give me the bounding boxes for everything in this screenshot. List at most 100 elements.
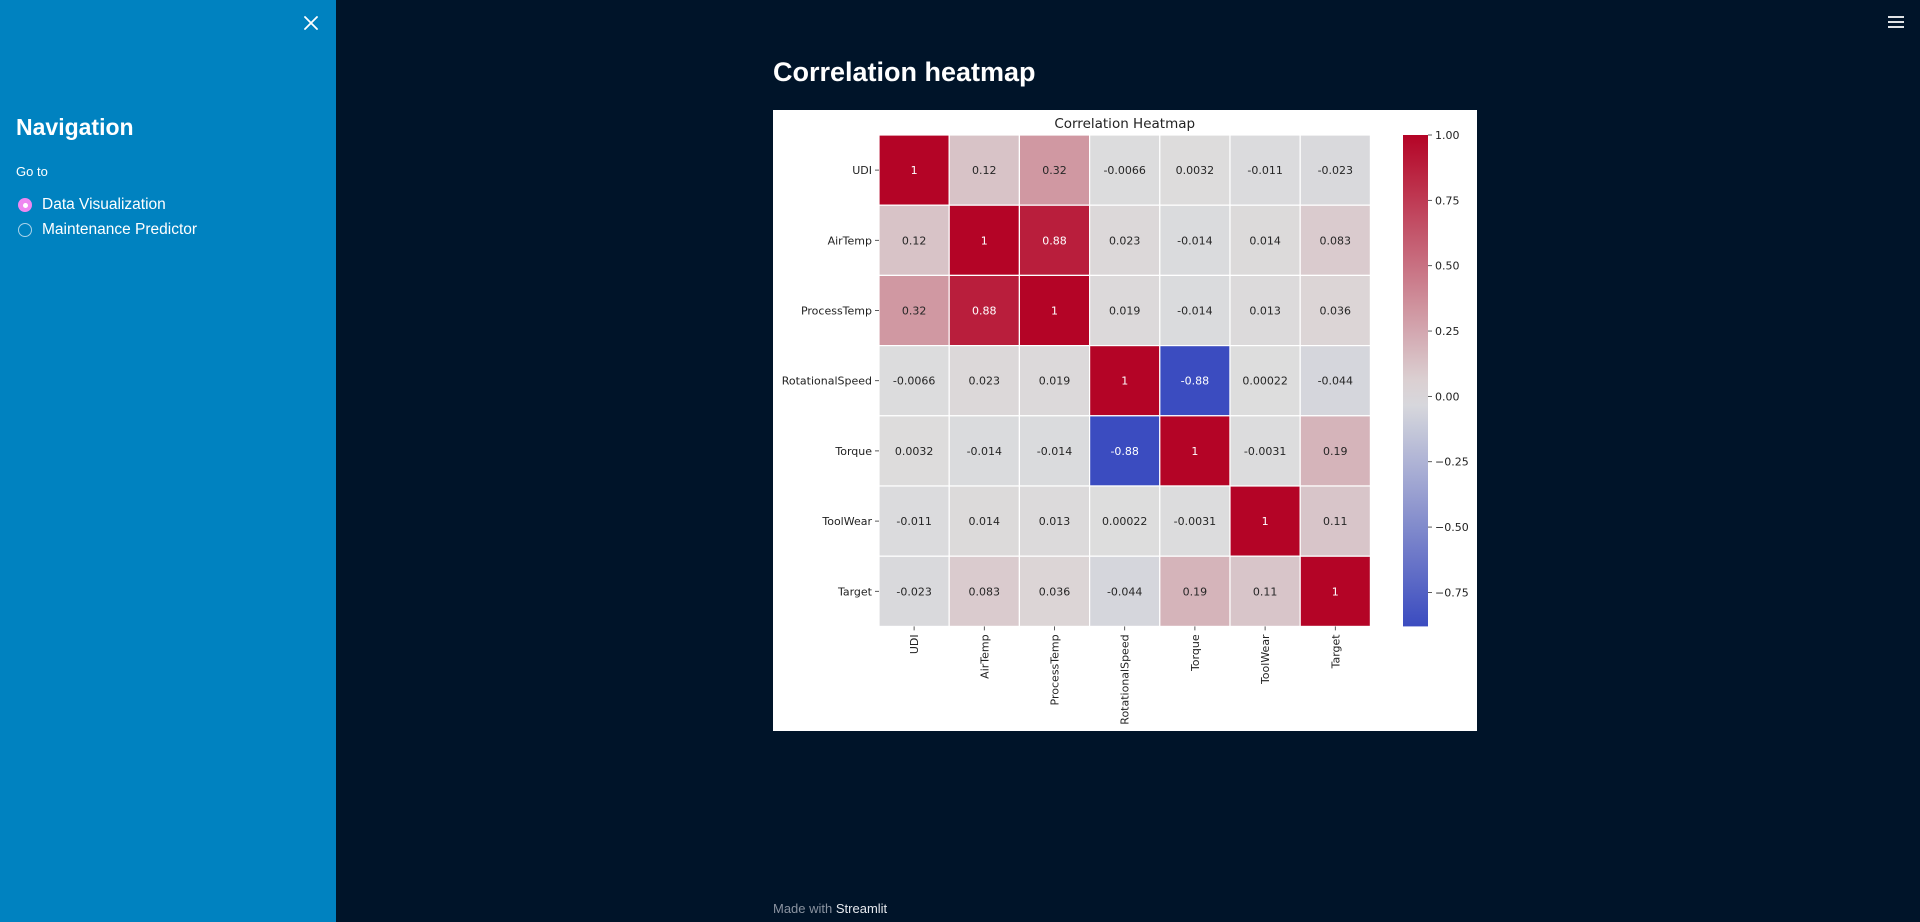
heatmap-cell	[1299, 345, 1372, 417]
radio-option-maintenance-predictor[interactable]: Maintenance Predictor	[18, 219, 197, 241]
cell-annotation: 0.00022	[1102, 515, 1148, 528]
y-tick-label: Target	[837, 585, 873, 598]
heatmap-cell	[1159, 274, 1231, 347]
colorbar-tick-label: 0.25	[1435, 325, 1460, 338]
radio-option-data-visualization[interactable]: Data Visualization	[18, 194, 166, 216]
cell-annotation: 1	[1262, 515, 1269, 528]
cell-annotation: -0.014	[1177, 305, 1212, 318]
colorbar-tick-label: 0.00	[1435, 390, 1460, 403]
close-sidebar-button[interactable]	[298, 10, 324, 36]
cell-annotation: -0.0031	[1174, 515, 1216, 528]
cell-annotation: 0.023	[1109, 234, 1141, 247]
cell-annotation: 0.023	[969, 375, 1001, 388]
heatmap-cell	[948, 274, 1020, 347]
sidebar: Navigation Go to Data Visualization Main…	[0, 0, 336, 922]
cell-annotation: 0.019	[1109, 305, 1141, 318]
cell-annotation: -0.0031	[1244, 445, 1286, 458]
x-tick-label: ProcessTemp	[1049, 634, 1062, 705]
x-tick-label: ToolWear	[1259, 634, 1272, 685]
page-title: Correlation heatmap	[773, 57, 1036, 87]
cell-annotation: 0.00022	[1242, 375, 1288, 388]
x-tick-label: UDI	[908, 634, 921, 654]
cell-annotation: 0.014	[969, 515, 1001, 528]
heatmap-cell	[1018, 555, 1091, 628]
heatmap-cell	[1299, 274, 1372, 347]
cell-annotation: -0.014	[1177, 234, 1212, 247]
cell-annotation: -0.023	[896, 585, 931, 598]
cell-annotation: -0.88	[1110, 445, 1138, 458]
radio-unselected-icon[interactable]	[18, 223, 32, 237]
cell-annotation: 1	[981, 234, 988, 247]
hamburger-menu-icon	[1888, 16, 1904, 28]
cell-annotation: -0.88	[1181, 375, 1209, 388]
heatmap-cell	[878, 485, 950, 557]
cell-annotation: -0.011	[896, 515, 931, 528]
heatmap-cell	[1159, 485, 1231, 557]
x-tick-label: RotationalSpeed	[1119, 634, 1132, 724]
heatmap-cell	[1299, 204, 1372, 276]
cell-annotation: 0.19	[1323, 445, 1348, 458]
heatmap-cell	[1089, 345, 1161, 417]
cell-annotation: 0.12	[902, 234, 927, 247]
cell-annotation: 0.11	[1323, 515, 1348, 528]
radio-group-label: Go to	[16, 164, 48, 179]
x-tick-label: Torque	[1189, 634, 1202, 672]
cell-annotation: -0.023	[1318, 164, 1353, 177]
heatmap-cell	[878, 134, 950, 206]
cell-annotation: 1	[1332, 585, 1339, 598]
colorbar-tick-label: −0.25	[1435, 456, 1469, 469]
heatmap-cell	[1159, 204, 1231, 276]
heatmap-cell	[1159, 555, 1231, 628]
x-tick-label: Target	[1329, 634, 1342, 670]
sidebar-title: Navigation	[16, 114, 134, 140]
footer: Made with Streamlit	[773, 901, 887, 916]
heatmap-cell	[1018, 134, 1091, 206]
heatmap-cell	[1018, 415, 1091, 487]
colorbar-tick-label: −0.50	[1435, 521, 1469, 534]
heatmap-cell	[1299, 485, 1372, 557]
heatmap-cell	[1229, 274, 1301, 347]
heatmap-cell	[948, 134, 1020, 206]
cell-annotation: 0.32	[902, 305, 927, 318]
cell-annotation: 1	[1121, 375, 1128, 388]
heatmap-cell	[1229, 345, 1301, 417]
cell-annotation: 0.013	[1249, 305, 1281, 318]
cell-annotation: -0.044	[1107, 585, 1142, 598]
heatmap-cell	[878, 555, 950, 628]
cell-annotation: -0.0066	[893, 375, 935, 388]
heatmap-cell	[1299, 555, 1372, 628]
y-tick-label: ProcessTemp	[801, 305, 872, 318]
streamlit-link[interactable]: Streamlit	[835, 901, 888, 916]
colorbar	[1403, 135, 1428, 627]
cell-annotation: -0.014	[1037, 445, 1072, 458]
heatmap-cell	[1018, 274, 1091, 347]
cell-annotation: -0.011	[1247, 164, 1282, 177]
cell-annotation: 0.88	[972, 305, 997, 318]
y-tick-label: UDI	[852, 164, 872, 177]
heatmap-cell	[1018, 204, 1091, 276]
cell-annotation: 0.036	[1039, 585, 1071, 598]
heatmap-cell	[1229, 134, 1301, 206]
heatmap-cell	[1229, 555, 1301, 628]
close-icon	[304, 16, 318, 30]
cell-annotation: 0.019	[1039, 375, 1071, 388]
cell-annotation: 1	[911, 164, 918, 177]
cell-annotation: 0.0032	[1176, 164, 1215, 177]
heatmap-cell	[878, 415, 950, 487]
cell-annotation: 0.19	[1183, 585, 1208, 598]
footer-text: Made with	[773, 901, 833, 916]
main-menu-button[interactable]	[1884, 10, 1908, 34]
radio-selected-icon[interactable]	[18, 198, 32, 212]
cell-annotation: -0.014	[967, 445, 1002, 458]
heatmap-cell	[1089, 274, 1161, 347]
cell-annotation: 1	[1191, 445, 1198, 458]
heatmap-cell	[948, 345, 1020, 417]
colorbar-tick-label: 1.00	[1435, 129, 1460, 142]
y-tick-label: AirTemp	[828, 234, 872, 247]
cell-annotation: -0.0066	[1103, 164, 1145, 177]
y-tick-label: ToolWear	[821, 515, 872, 528]
heatmap-cell	[1089, 555, 1161, 628]
cell-annotation: 0.11	[1253, 585, 1278, 598]
cell-annotation: 0.12	[972, 164, 997, 177]
cell-annotation: -0.044	[1318, 375, 1353, 388]
